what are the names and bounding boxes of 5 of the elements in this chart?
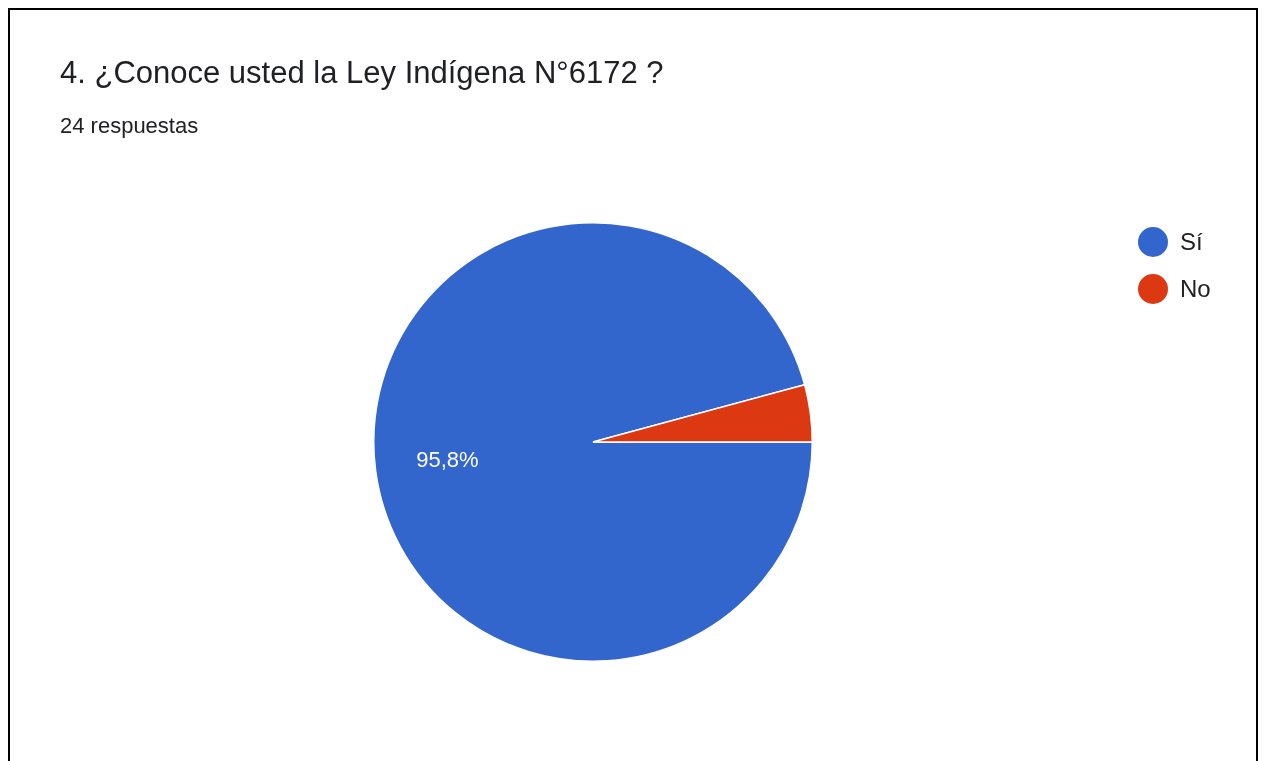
legend-label: Sí	[1180, 227, 1203, 256]
chart-title: 4. ¿Conoce usted la Ley Indígena N°6172 ?	[60, 55, 664, 91]
text: 24 respuestas	[60, 113, 199, 139]
data-label: 95,8%	[416, 447, 479, 473]
legend-label: No	[1180, 274, 1211, 303]
